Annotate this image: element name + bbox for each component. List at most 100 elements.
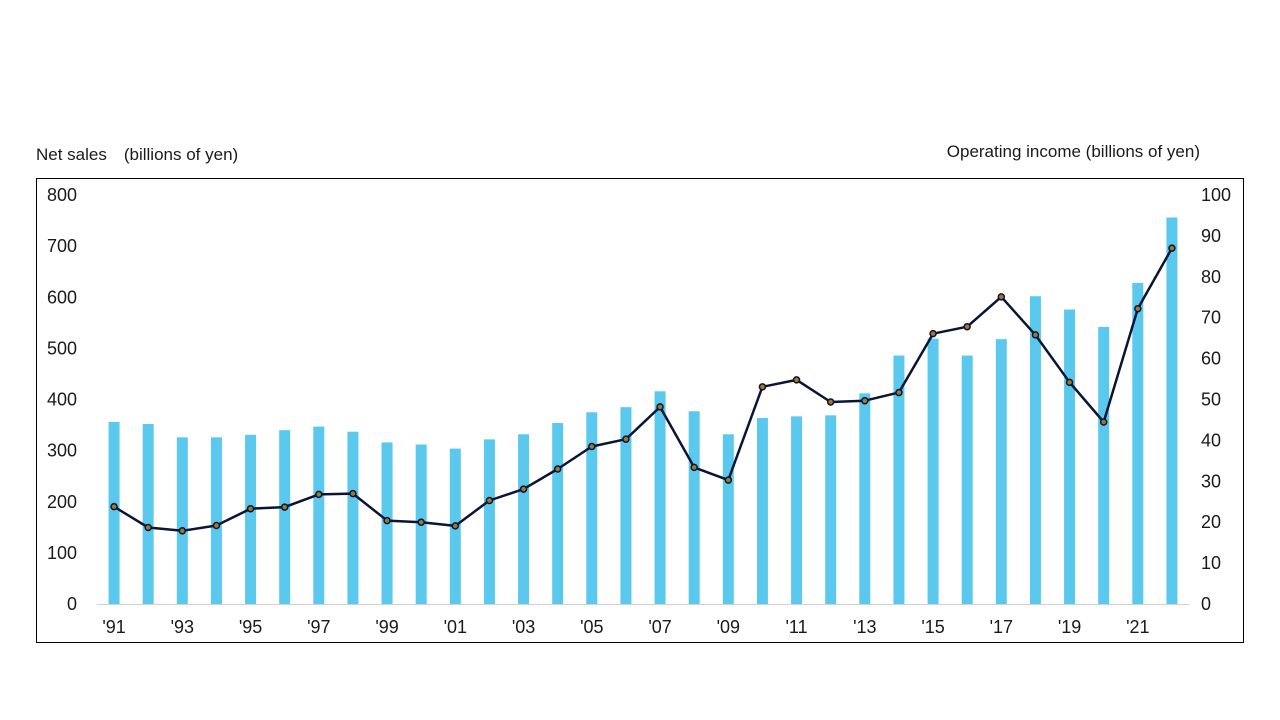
x-tick-label: '17 [990, 617, 1013, 637]
x-tick-label: '99 [375, 617, 398, 637]
left-y-tick-label: 800 [47, 185, 77, 205]
operating-income-point [1134, 304, 1142, 313]
x-tick-label: '97 [307, 617, 330, 637]
net-sales-bar [791, 416, 803, 604]
operating-income-point [519, 485, 528, 493]
left-y-tick-label: 500 [47, 338, 77, 358]
x-tick-label: '95 [239, 617, 262, 637]
x-tick-label: '15 [921, 617, 944, 637]
operating-income-point [656, 403, 664, 411]
left-y-tick-label: 100 [47, 543, 77, 563]
left-y-tick-label: 600 [47, 287, 77, 307]
net-sales-bar [108, 421, 120, 604]
right-y-tick-label: 80 [1201, 267, 1221, 287]
net-sales-bar [1098, 326, 1110, 604]
net-sales-bar [961, 355, 973, 604]
net-sales-bar [1132, 282, 1144, 604]
right-y-tick-label: 10 [1201, 553, 1221, 573]
operating-income-point [622, 435, 630, 443]
x-tick-label: '09 [717, 617, 740, 637]
right-y-tick-label: 50 [1201, 390, 1221, 410]
right-y-tick-label: 40 [1201, 430, 1221, 450]
left-axis-title: Net sales (billions of yen) [36, 145, 239, 164]
net-sales-bar [722, 434, 734, 604]
net-sales-bar [586, 412, 598, 604]
operating-income-point [383, 516, 391, 525]
net-sales-bar [142, 424, 154, 604]
chart-frame: 0 100 200 300 400 500 600 700 800 0 10 20 30 40 50 60 70… [36, 178, 1244, 643]
operating-income-line [113, 247, 1173, 533]
net-sales-bar [552, 423, 564, 604]
operating-income-point [997, 293, 1006, 301]
left-y-tick-label: 0 [67, 594, 77, 614]
net-sales-bar [859, 393, 871, 604]
operating-income-point [485, 496, 494, 505]
net-sales-bar [688, 411, 700, 604]
x-tick-label: '01 [444, 617, 467, 637]
net-sales-bar [176, 437, 188, 604]
net-sales-bar [210, 437, 222, 604]
operating-income-point [929, 329, 937, 338]
operating-income-point [1099, 418, 1108, 426]
net-sales-bar [483, 439, 495, 604]
x-tick-label: '21 [1126, 617, 1149, 637]
x-tick-label: '13 [853, 617, 876, 637]
left-y-tick-label: 400 [47, 390, 77, 410]
operating-income-point [1031, 331, 1040, 339]
operating-income-point [110, 502, 118, 511]
net-sales-bar [620, 407, 632, 604]
x-tick-label: '93 [171, 617, 194, 637]
operating-income-point [963, 322, 971, 331]
operating-income-point [826, 398, 835, 406]
operating-income-point [212, 521, 221, 530]
operating-income-point [144, 523, 152, 532]
operating-income-point [246, 504, 255, 513]
operating-income-point [178, 527, 187, 535]
net-sales-bar [893, 355, 905, 604]
net-sales-bar [313, 426, 325, 604]
operating-income-point [315, 490, 323, 499]
operating-income-point [895, 388, 903, 397]
net-sales-bar [279, 430, 291, 604]
net-sales-bar [1064, 309, 1076, 604]
right-y-tick-label: 60 [1201, 349, 1221, 369]
x-tick-label: '91 [102, 617, 125, 637]
right-y-tick-label: 100 [1201, 185, 1231, 205]
x-tick-label: '07 [648, 617, 671, 637]
operating-income-point [1168, 244, 1176, 252]
combo-chart: 0 100 200 300 400 500 600 700 800 0 10 20 30 40 50 60 70… [47, 185, 1231, 637]
right-y-tick-label: 30 [1201, 471, 1221, 491]
net-sales-bar [825, 415, 837, 604]
right-y-tick-label: 70 [1201, 308, 1221, 328]
net-sales-bar [347, 431, 359, 604]
operating-income-point [553, 465, 562, 473]
net-sales-bar [518, 434, 530, 604]
left-y-tick-label: 300 [47, 441, 77, 461]
right-y-tick-label: 90 [1201, 226, 1221, 246]
operating-income-point [690, 463, 698, 472]
net-sales-bar [995, 339, 1007, 604]
right-y-tick-label: 20 [1201, 512, 1221, 532]
right-axis-title: Operating income (billions of yen) [946, 142, 1200, 161]
operating-income-point [349, 489, 357, 498]
right-y-tick-label: 0 [1201, 594, 1211, 614]
operating-income-point [758, 383, 767, 391]
left-y-tick-label: 700 [47, 236, 77, 256]
operating-income-point [280, 503, 289, 511]
left-y-tick-label: 200 [47, 492, 77, 512]
net-sales-bar [245, 434, 257, 604]
operating-income-point [861, 396, 869, 405]
x-tick-label: '19 [1058, 617, 1081, 637]
operating-income-point [451, 522, 460, 530]
net-sales-bar [1166, 217, 1178, 604]
net-sales-bar [654, 391, 666, 604]
operating-income-point [588, 442, 596, 451]
net-sales-bar [927, 338, 939, 604]
operating-income-point [1065, 378, 1074, 387]
x-tick-label: '03 [512, 617, 535, 637]
operating-income-point [417, 518, 425, 526]
x-tick-label: '11 [786, 617, 808, 637]
x-tick-label: '05 [580, 617, 603, 637]
operating-income-point [724, 476, 733, 484]
net-sales-bar [756, 417, 768, 604]
